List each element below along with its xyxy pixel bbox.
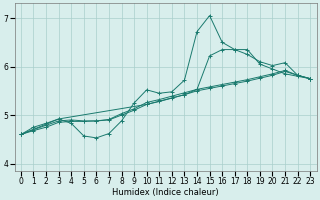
X-axis label: Humidex (Indice chaleur): Humidex (Indice chaleur) (112, 188, 219, 197)
